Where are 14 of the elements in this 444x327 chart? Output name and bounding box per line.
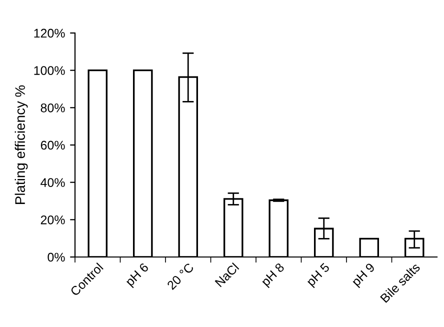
y-tick-label: 120% <box>34 28 65 38</box>
y-tick-label: 100% <box>34 66 65 75</box>
x-tick-label: pH 8 <box>260 262 286 288</box>
y-tick-label: 40% <box>40 178 65 187</box>
x-tick-label: pH 9 <box>351 262 377 288</box>
x-tick-label: pH 5 <box>306 262 332 288</box>
y-tick-label: 60% <box>40 140 65 150</box>
x-tick-label: pH 6 <box>125 262 151 288</box>
y-tick-label: 0% <box>48 252 65 262</box>
y-tick-label: 20% <box>40 215 65 224</box>
x-tick-label: 20 °C <box>166 262 194 290</box>
y-axis-title: Plating efficiency % <box>14 85 28 204</box>
x-tick-label: Bile salts <box>380 262 421 303</box>
y-tick-label: 80% <box>40 103 65 112</box>
